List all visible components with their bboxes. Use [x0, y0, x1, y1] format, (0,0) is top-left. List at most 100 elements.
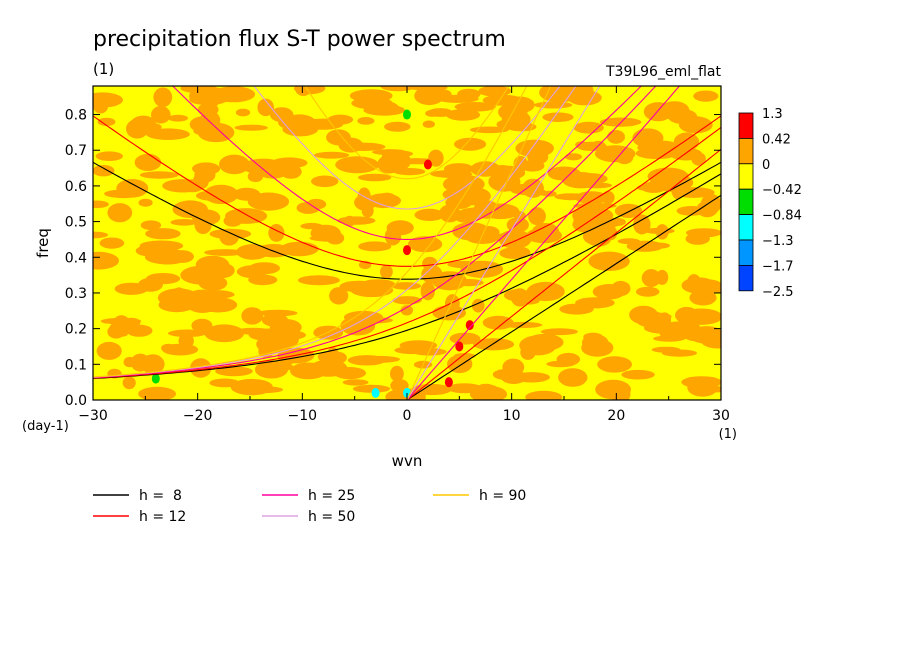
contour-patch — [470, 161, 501, 177]
dispersion-curve — [93, 127, 721, 379]
contour-patch — [546, 360, 575, 368]
contour-patch — [97, 117, 116, 127]
contour-patch — [379, 192, 395, 202]
x-tick-label: −30 — [78, 408, 108, 424]
contour-patch — [93, 251, 119, 270]
contour-patch — [145, 228, 181, 240]
contour-patch — [104, 189, 144, 199]
contour-patch — [686, 274, 702, 292]
y-tick-label: 0.3 — [65, 286, 87, 302]
contour-patch — [601, 218, 621, 228]
contour-patch — [400, 305, 413, 316]
contour-patch — [636, 286, 660, 297]
contour-patch — [681, 376, 721, 389]
contour-patch — [390, 365, 404, 382]
contour-patch — [394, 346, 430, 355]
contour-patch — [691, 152, 706, 166]
contour-blob — [455, 341, 464, 352]
contour-patch — [225, 208, 268, 224]
contour-patch — [565, 153, 582, 161]
contour-blob — [465, 320, 474, 331]
contour-patch — [297, 275, 340, 286]
contour-patch — [352, 384, 391, 393]
contour-patch — [204, 324, 245, 343]
contour-patch — [122, 317, 141, 328]
contour-patch — [572, 216, 604, 233]
contour-patch — [531, 223, 560, 241]
dispersion-curve — [93, 115, 721, 267]
contour-patch — [525, 333, 564, 351]
contour-patch — [614, 203, 643, 218]
contour-patch — [204, 249, 246, 256]
contour-patch — [309, 235, 344, 242]
contour-patch — [386, 220, 414, 236]
contour-patch — [266, 362, 294, 372]
contour-patch — [644, 227, 675, 234]
contour-patch — [659, 101, 690, 120]
contour-patch — [482, 315, 514, 330]
contour-patch — [601, 190, 615, 205]
y-tick-label: 0.1 — [65, 357, 87, 373]
chart-subtitle-left: (1) — [93, 60, 114, 78]
contour-patch — [138, 198, 153, 207]
colorbar-label: 0 — [762, 158, 770, 173]
contour-patch — [180, 265, 224, 285]
contour-patch — [351, 216, 366, 224]
contour-patch — [573, 121, 604, 134]
contour-patch — [107, 203, 133, 223]
dispersion-curve — [406, 86, 601, 400]
contour-patch — [384, 121, 411, 132]
contour-patch — [534, 101, 573, 109]
chart-subtitle-right: T39L96_eml_flat — [605, 64, 722, 80]
contour-patch — [111, 330, 128, 337]
contour-patch — [429, 89, 452, 100]
contour-patch — [478, 86, 512, 97]
contour-patch — [271, 157, 308, 169]
contour-patch — [122, 376, 136, 390]
legend: h = 8 h = 12 h = 25 h = 50 h = 90 — [93, 488, 526, 525]
dispersion-curve — [93, 161, 721, 280]
contour-patch — [562, 172, 600, 189]
colorbar-label: 1.3 — [762, 107, 783, 122]
colorbar-label: −2.5 — [762, 285, 794, 300]
contour-patch — [633, 214, 651, 235]
plot-area — [93, 86, 721, 400]
x-tick-label: −10 — [288, 408, 318, 424]
contour-patch — [447, 354, 473, 374]
contour-patch — [215, 366, 253, 377]
contour-patch — [592, 284, 626, 300]
contour-patch — [349, 89, 393, 103]
contour-patch — [317, 351, 332, 362]
contour-patch — [146, 273, 181, 285]
legend-label: h = 25 — [308, 488, 355, 504]
contour-patch — [219, 154, 250, 175]
contour-patch — [329, 287, 349, 305]
contour-patch — [350, 283, 394, 298]
contour-patch — [296, 201, 320, 214]
contour-patch — [513, 211, 526, 220]
contour-patch — [629, 305, 658, 325]
contour-blob — [151, 373, 160, 384]
contour-patch — [314, 151, 350, 159]
contour-patch — [99, 237, 125, 249]
contour-patch — [358, 173, 392, 182]
contour-patch — [420, 281, 435, 301]
contour-patch — [503, 289, 533, 302]
contour-patch — [271, 326, 289, 334]
contour-patch — [146, 128, 190, 140]
contour-patch — [473, 338, 515, 351]
contour-patch — [452, 186, 491, 206]
contour-patch — [604, 225, 618, 241]
contour-patch — [170, 219, 198, 226]
contour-patch — [520, 344, 536, 360]
contour-blob — [403, 109, 411, 120]
contour-patch — [194, 166, 216, 183]
contour-patch — [95, 151, 124, 161]
contour-patch — [528, 207, 546, 226]
dispersion-curve — [406, 148, 721, 400]
contour-patch — [476, 383, 495, 392]
y-tick-label: 0.8 — [65, 108, 87, 124]
y-axis-unit: (day-1) — [22, 419, 69, 434]
contour-patch — [235, 108, 251, 117]
contour-patch — [248, 274, 278, 286]
